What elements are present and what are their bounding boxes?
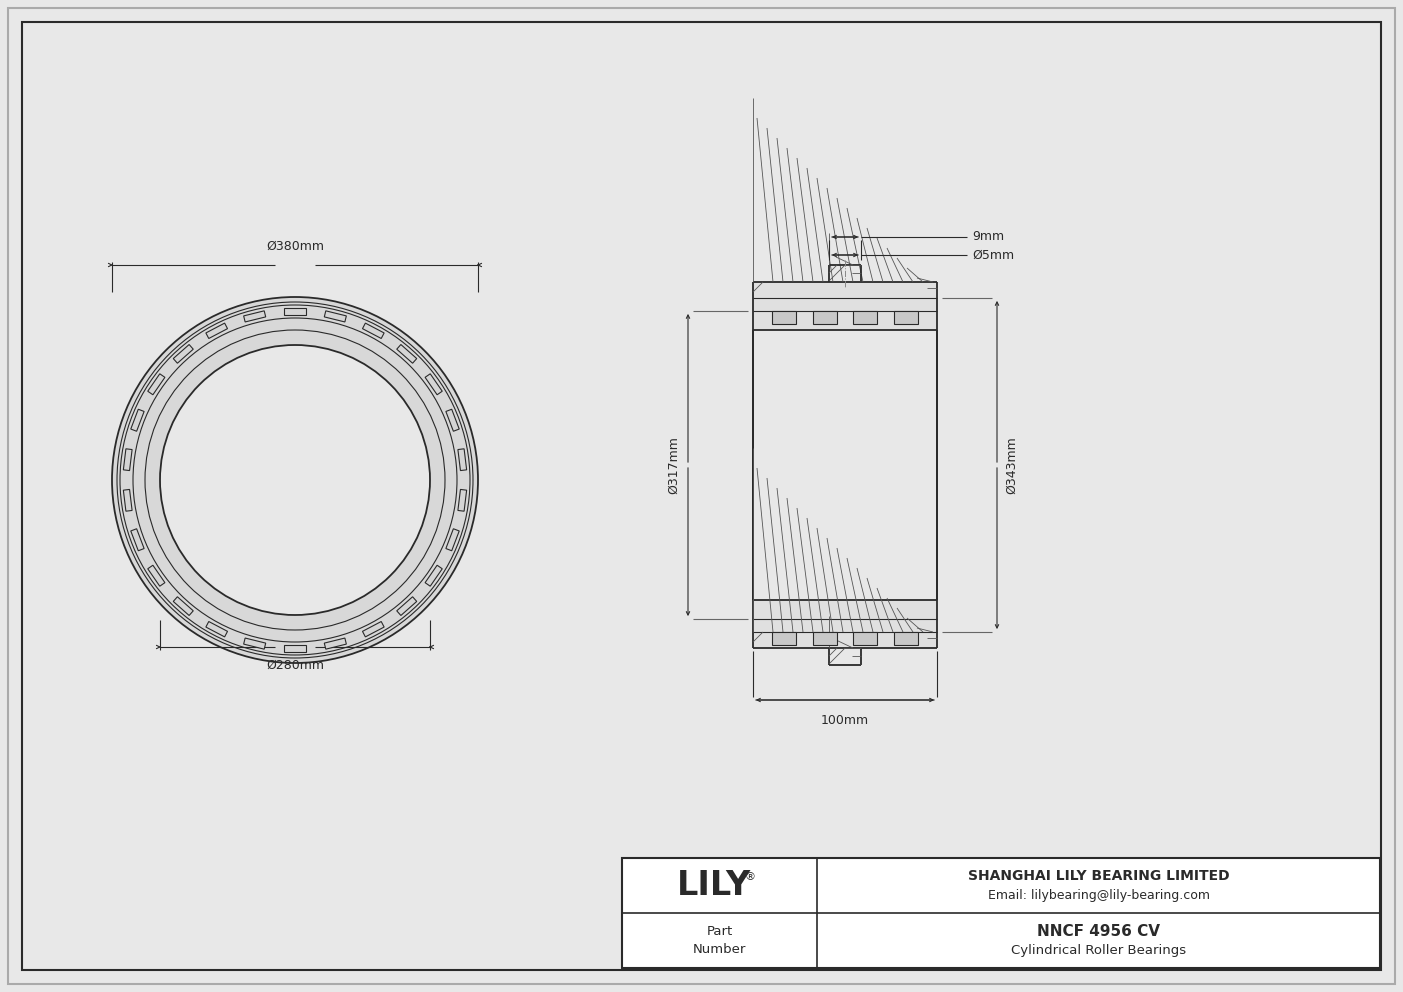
Polygon shape (130, 410, 145, 432)
Text: Part
Number: Part Number (693, 925, 746, 956)
Polygon shape (130, 529, 145, 551)
Text: ®: ® (744, 873, 755, 883)
Bar (853, 632, 877, 645)
Bar (894, 632, 919, 645)
Polygon shape (362, 323, 384, 338)
Polygon shape (457, 448, 467, 470)
Polygon shape (206, 622, 227, 637)
Polygon shape (285, 646, 306, 652)
Bar (812, 632, 836, 645)
Bar (853, 311, 877, 324)
Polygon shape (206, 323, 227, 338)
Polygon shape (123, 448, 132, 470)
Text: Ø380mm: Ø380mm (267, 240, 324, 253)
Text: 100mm: 100mm (821, 714, 868, 727)
Polygon shape (425, 565, 442, 586)
Text: Ø343mm: Ø343mm (1005, 436, 1019, 494)
Circle shape (160, 345, 429, 615)
Polygon shape (362, 622, 384, 637)
Bar (753, 282, 937, 648)
Polygon shape (173, 344, 194, 363)
Bar (894, 311, 919, 324)
Bar (812, 311, 836, 324)
Polygon shape (446, 410, 459, 432)
Polygon shape (285, 309, 306, 314)
Circle shape (112, 297, 478, 663)
Bar (622, 858, 1381, 968)
Text: Cylindrical Roller Bearings: Cylindrical Roller Bearings (1012, 944, 1186, 957)
Bar (753, 330, 937, 600)
Polygon shape (244, 638, 265, 649)
Polygon shape (147, 374, 166, 395)
Text: SHANGHAI LILY BEARING LIMITED: SHANGHAI LILY BEARING LIMITED (968, 869, 1229, 883)
Bar (772, 311, 796, 324)
Polygon shape (397, 597, 417, 615)
Polygon shape (324, 638, 347, 649)
Bar (772, 632, 796, 645)
Polygon shape (123, 489, 132, 511)
Polygon shape (397, 344, 417, 363)
Text: Ø5mm: Ø5mm (972, 249, 1014, 262)
Polygon shape (457, 489, 467, 511)
Polygon shape (147, 565, 166, 586)
Polygon shape (425, 374, 442, 395)
Text: Ø280mm: Ø280mm (267, 659, 324, 672)
Text: Ø317mm: Ø317mm (666, 436, 680, 494)
Polygon shape (244, 310, 265, 322)
Polygon shape (173, 597, 194, 615)
Text: Email: lilybearing@lily-bearing.com: Email: lilybearing@lily-bearing.com (988, 889, 1209, 902)
Polygon shape (446, 529, 459, 551)
Text: 9mm: 9mm (972, 230, 1005, 243)
Text: LILY: LILY (678, 869, 752, 902)
Polygon shape (324, 310, 347, 322)
Text: NNCF 4956 CV: NNCF 4956 CV (1037, 924, 1160, 939)
